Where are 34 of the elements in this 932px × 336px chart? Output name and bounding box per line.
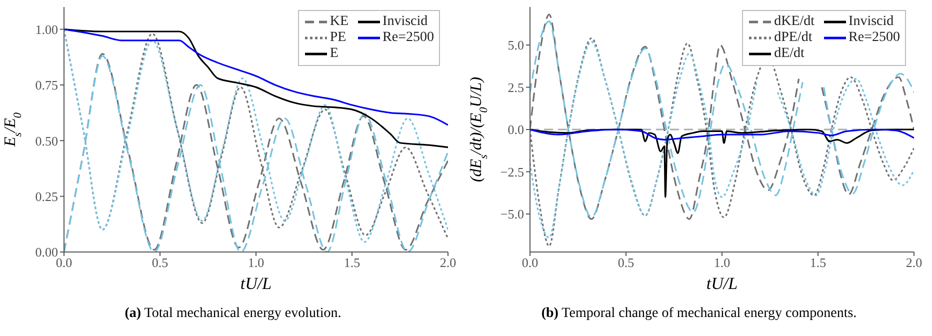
- x-tick-label: 0.0: [56, 255, 72, 270]
- legend-label: dKE/dt: [774, 14, 815, 30]
- annotation: Inviscid: [382, 14, 428, 30]
- y-tick-label: 0.00: [35, 244, 58, 260]
- legend-label: Re=2500: [382, 30, 434, 46]
- y-tick-label: 2.5: [508, 80, 524, 95]
- legend-label: E: [330, 46, 338, 62]
- y-tick-label: −2.5: [500, 164, 524, 180]
- legend-label: dPE/dt: [774, 30, 812, 46]
- legend-label: dE/dt: [774, 46, 804, 62]
- x-tick-label: 1.0: [714, 255, 730, 270]
- y-tick-label: 0.75: [35, 78, 58, 93]
- x-tick-label: 1.0: [248, 255, 264, 270]
- x-tick-label: 0.0: [522, 255, 538, 270]
- x-axis-title: tU/L: [240, 274, 272, 293]
- y-tick-label: 0.0: [508, 122, 524, 138]
- x-tick-label: 0.5: [618, 255, 634, 270]
- text: (b) Temporal change of mechanical energy components.: [540, 306, 858, 322]
- x-tick-label: 0.5: [152, 255, 168, 270]
- annotation: Inviscid: [848, 14, 894, 30]
- x-axis-title: tU/L: [706, 274, 738, 293]
- text: (a) Total mechanical energy evolution.: [124, 306, 342, 322]
- legend-label: Re=2500: [848, 30, 900, 46]
- legend-label: KE: [330, 14, 349, 30]
- y-tick-label: −5.0: [500, 206, 524, 222]
- x-tick-label: 1.5: [810, 255, 826, 270]
- y-tick-label: 0.25: [35, 188, 58, 204]
- x-tick-label: 1.5: [344, 255, 360, 270]
- x-tick-label: 2.0: [440, 255, 456, 270]
- legend-label: PE: [330, 30, 346, 46]
- x-tick-label: 2.0: [906, 255, 922, 270]
- y-tick-label: 1.00: [35, 22, 58, 37]
- y-tick-label: 0.50: [35, 133, 58, 148]
- y-tick-label: 5.0: [508, 38, 524, 53]
